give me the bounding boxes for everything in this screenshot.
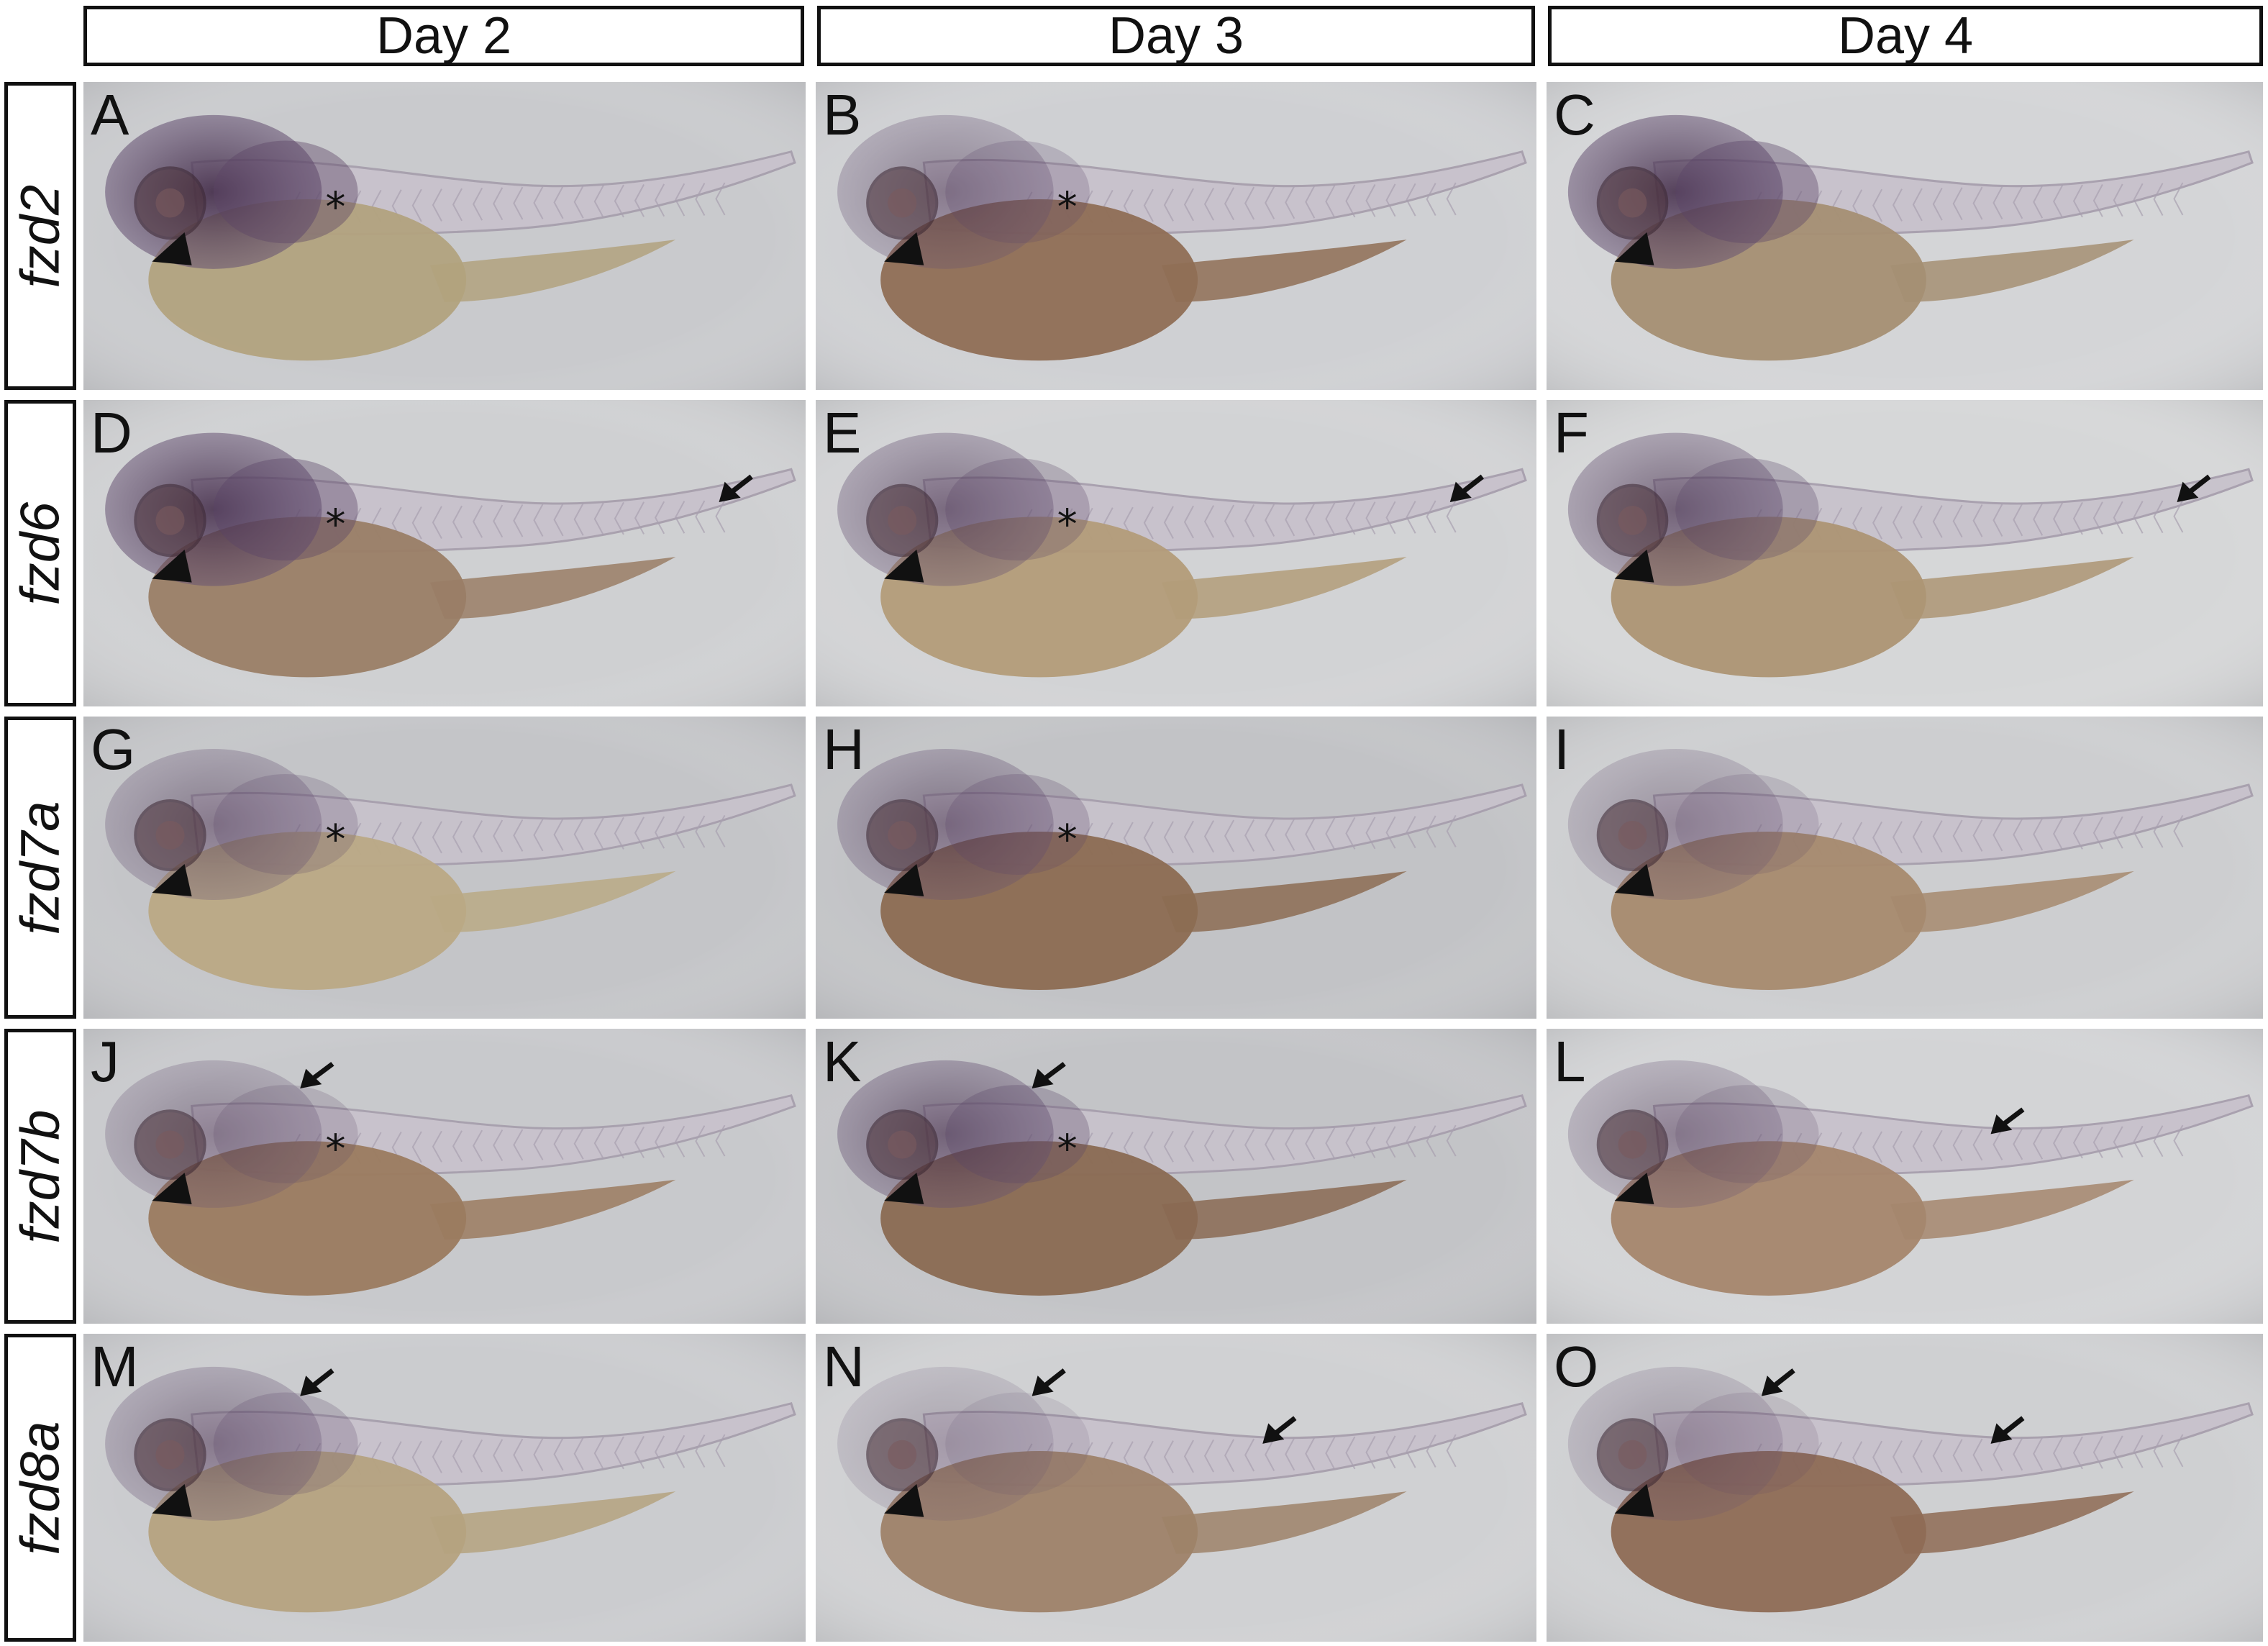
- arrow-marker-head: [1031, 1368, 1066, 1396]
- embryo-image: *: [83, 400, 806, 706]
- arrowhead-marker: [152, 1483, 192, 1517]
- asterisk-marker: *: [325, 501, 345, 548]
- panel-letter: G: [91, 717, 136, 781]
- column-header-day-2: Day 2: [83, 6, 804, 66]
- asterisk-marker: *: [325, 1127, 345, 1172]
- arrowhead-marker: [152, 864, 192, 896]
- embryo-image: *: [83, 717, 806, 1019]
- panel-d: * D: [83, 400, 806, 706]
- embryo-image: [1547, 717, 2263, 1019]
- embryo-image: [1547, 82, 2263, 390]
- arrowhead-marker: [884, 1173, 924, 1205]
- row-label-fzd7b: fzd7b: [4, 1029, 76, 1324]
- panel-b: * B: [816, 82, 1536, 390]
- panel-letter: E: [823, 401, 862, 465]
- panel-e: * E: [816, 400, 1536, 706]
- embryo-image: [83, 1334, 806, 1642]
- asterisk-marker: *: [325, 183, 345, 231]
- panel-g: * G: [83, 717, 806, 1019]
- arrow-marker-head: [1031, 1062, 1066, 1088]
- arrow-marker-head: [300, 1062, 334, 1088]
- arrowhead-marker: [884, 864, 924, 896]
- panel-letter: F: [1554, 401, 1589, 465]
- embryo-image: *: [816, 1029, 1536, 1324]
- panel-f: F: [1547, 400, 2263, 706]
- panel-l: L: [1547, 1029, 2263, 1324]
- arrowhead-marker: [1614, 864, 1654, 896]
- arrow-marker-tail: [1449, 474, 1484, 502]
- arrow-marker-trunk: [1262, 1416, 1297, 1444]
- panel-n: N: [816, 1334, 1536, 1642]
- gene-name: fzd7a: [9, 801, 71, 935]
- panel-letter: A: [91, 83, 129, 147]
- arrowhead-marker: [884, 1483, 924, 1517]
- arrow-marker-trunk: [1990, 1416, 2025, 1444]
- panel-a: * A: [83, 82, 806, 390]
- asterisk-marker: *: [1057, 1127, 1078, 1172]
- arrowhead-marker: [884, 232, 924, 265]
- panel-h: * H: [816, 717, 1536, 1019]
- row-label-fzd7a: fzd7a: [4, 717, 76, 1019]
- gene-name: fzd2: [9, 184, 71, 288]
- panel-letter: C: [1554, 83, 1595, 147]
- arrowhead-marker: [884, 549, 924, 583]
- panel-letter: N: [823, 1334, 865, 1399]
- arrowhead-marker: [152, 232, 192, 265]
- row-label-fzd2: fzd2: [4, 82, 76, 390]
- embryo-image: *: [83, 82, 806, 390]
- embryo-image: [816, 1334, 1536, 1642]
- panel-k: * K: [816, 1029, 1536, 1324]
- panel-letter: L: [1554, 1029, 1586, 1093]
- row-label-fzd6: fzd6: [4, 400, 76, 706]
- panel-letter: I: [1554, 717, 1570, 781]
- panel-i: I: [1547, 717, 2263, 1019]
- arrow-marker-trunk: [1990, 1107, 2025, 1135]
- panel-letter: B: [823, 83, 862, 147]
- panel-m: M: [83, 1334, 806, 1642]
- gene-name: fzd8a: [9, 1421, 71, 1555]
- arrow-marker-tail: [719, 474, 753, 502]
- embryo-image: [1547, 400, 2263, 706]
- arrowhead-marker: [152, 549, 192, 583]
- arrow-marker-head: [1761, 1368, 1795, 1396]
- asterisk-marker: *: [1057, 183, 1078, 232]
- panel-j: * J: [83, 1029, 806, 1324]
- column-header-day-3: Day 3: [817, 6, 1535, 66]
- column-header-day-4: Day 4: [1548, 6, 2263, 66]
- gene-name: fzd6: [9, 501, 71, 605]
- row-label-fzd8a: fzd8a: [4, 1334, 76, 1642]
- panel-letter: O: [1554, 1334, 1599, 1399]
- asterisk-marker: *: [325, 817, 345, 863]
- embryo-image: [1547, 1334, 2263, 1642]
- asterisk-marker: *: [1057, 501, 1078, 548]
- embryo-image: *: [816, 82, 1536, 390]
- panel-letter: D: [91, 401, 132, 465]
- panel-o: O: [1547, 1334, 2263, 1642]
- arrowhead-marker: [1614, 232, 1654, 265]
- panel-letter: K: [823, 1029, 862, 1093]
- arrowhead-marker: [1614, 549, 1654, 583]
- embryo-image: [1547, 1029, 2263, 1324]
- arrowhead-marker: [1614, 1173, 1654, 1205]
- embryo-image: *: [816, 717, 1536, 1019]
- arrowhead-marker: [1614, 1483, 1654, 1517]
- embryo-image: *: [83, 1029, 806, 1324]
- panel-c: C: [1547, 82, 2263, 390]
- arrowhead-marker: [152, 1173, 192, 1205]
- panel-letter: J: [91, 1029, 119, 1093]
- gene-name: fzd7b: [9, 1109, 71, 1243]
- panel-letter: H: [823, 717, 865, 781]
- asterisk-marker: *: [1057, 817, 1078, 863]
- embryo-image: *: [816, 400, 1536, 706]
- arrow-marker-head: [300, 1368, 334, 1396]
- arrow-marker-tail: [2177, 474, 2211, 502]
- panel-letter: M: [91, 1334, 139, 1399]
